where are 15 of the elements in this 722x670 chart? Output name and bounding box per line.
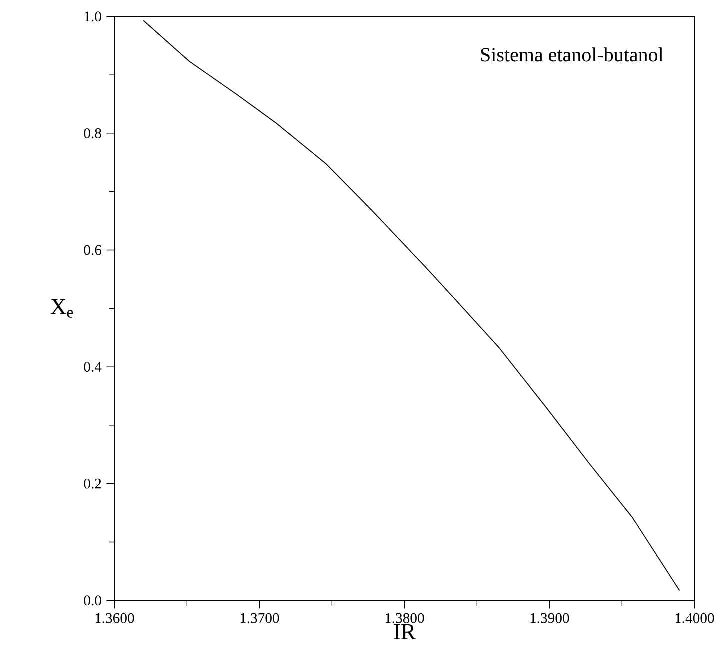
- x-tick-label: 1.3900: [530, 613, 570, 624]
- x-tick-label: 1.3600: [96, 613, 134, 624]
- y-tick-label: 0.4: [84, 362, 102, 372]
- x-axis-title: IR: [394, 624, 416, 640]
- line-series: [143, 20, 680, 592]
- y-tick-label: 1.0: [84, 12, 102, 22]
- y-axis-title: X$_{e}$: [50, 299, 74, 318]
- y-tick-label: 0.8: [84, 128, 102, 138]
- y-tick-label: 0.2: [84, 478, 102, 489]
- x-tick-label: 1.3800: [386, 613, 424, 624]
- y-tick-label: 0.6: [84, 245, 102, 256]
- y-tick-label: 0.0: [84, 596, 102, 606]
- x-tick-label: 1.4000: [676, 613, 714, 624]
- x-tick-label: 1.3700: [240, 613, 280, 624]
- annotation: Sistema etanol-butanol: [481, 48, 664, 62]
